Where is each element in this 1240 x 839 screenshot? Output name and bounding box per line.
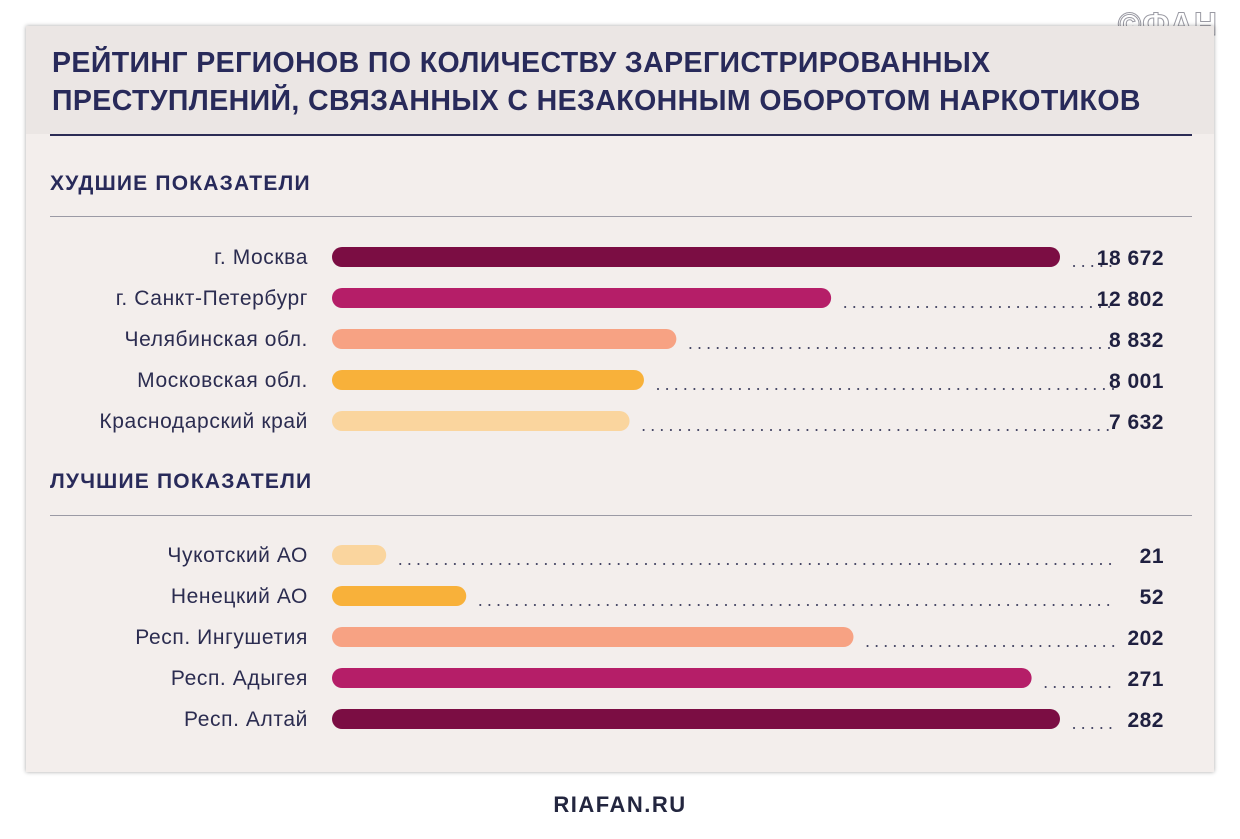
bar-g1-row3 — [332, 668, 1032, 688]
section-heading-worst: ХУДШИЕ ПОКАЗАТЕЛИ — [50, 172, 311, 195]
value-label-g0-row0: 18 672 — [1097, 247, 1164, 270]
header-band — [26, 26, 1214, 134]
bar-g1-row0 — [332, 545, 387, 565]
bar-g0-row2 — [332, 329, 677, 349]
region-label-g1-row4: Респ. Алтай — [184, 708, 308, 731]
infographic-card: РЕЙТИНГ РЕГИОНОВ ПО КОЛИЧЕСТВУ ЗАРЕГИСТР… — [26, 26, 1214, 772]
value-label-g1-row4: 282 — [1127, 709, 1164, 732]
bar-g1-row2 — [332, 627, 854, 647]
bar-g0-row0 — [332, 247, 1060, 267]
region-label-g0-row0: г. Москва — [214, 246, 308, 269]
value-label-g1-row3: 271 — [1127, 668, 1164, 691]
value-label-g1-row0: 21 — [1140, 545, 1164, 568]
bar-g0-row4 — [332, 411, 630, 431]
region-label-g1-row2: Респ. Ингушетия — [135, 626, 308, 649]
region-label-g0-row3: Московская обл. — [137, 369, 308, 392]
chart-title-line-1: РЕЙТИНГ РЕГИОНОВ ПО КОЛИЧЕСТВУ ЗАРЕГИСТР… — [52, 47, 991, 79]
bar-g0-row3 — [332, 370, 644, 390]
bar-g1-row4 — [332, 709, 1060, 729]
bar-g0-row1 — [332, 288, 832, 308]
section-divider-worst — [50, 216, 1192, 217]
region-label-g0-row2: Челябинская обл. — [125, 328, 308, 351]
region-label-g0-row4: Краснодарский край — [99, 410, 308, 433]
section-heading-best: ЛУЧШИЕ ПОКАЗАТЕЛИ — [50, 470, 313, 493]
region-label-g1-row3: Респ. Адыгея — [171, 667, 308, 690]
value-label-g0-row1: 12 802 — [1097, 288, 1164, 311]
chart-title-line-2: ПРЕСТУПЛЕНИЙ, СВЯЗАННЫХ С НЕЗАКОННЫМ ОБО… — [52, 85, 1141, 117]
value-label-g0-row3: 8 001 — [1109, 370, 1164, 393]
region-label-g1-row1: Ненецкий АО — [171, 585, 308, 608]
chart-title: РЕЙТИНГ РЕГИОНОВ ПО КОЛИЧЕСТВУ ЗАРЕГИСТР… — [52, 44, 1202, 120]
value-label-g1-row2: 202 — [1127, 627, 1164, 650]
region-label-g0-row1: г. Санкт-Петербург — [116, 287, 308, 310]
region-label-g1-row0: Чукотский АО — [167, 544, 308, 567]
value-label-g0-row4: 7 632 — [1109, 411, 1164, 434]
section-divider-best — [50, 515, 1192, 516]
bar-g1-row1 — [332, 586, 467, 606]
value-label-g0-row2: 8 832 — [1109, 329, 1164, 352]
value-label-g1-row1: 52 — [1140, 586, 1164, 609]
title-divider — [50, 134, 1192, 136]
footer-source: RIAFAN.RU — [553, 792, 687, 817]
